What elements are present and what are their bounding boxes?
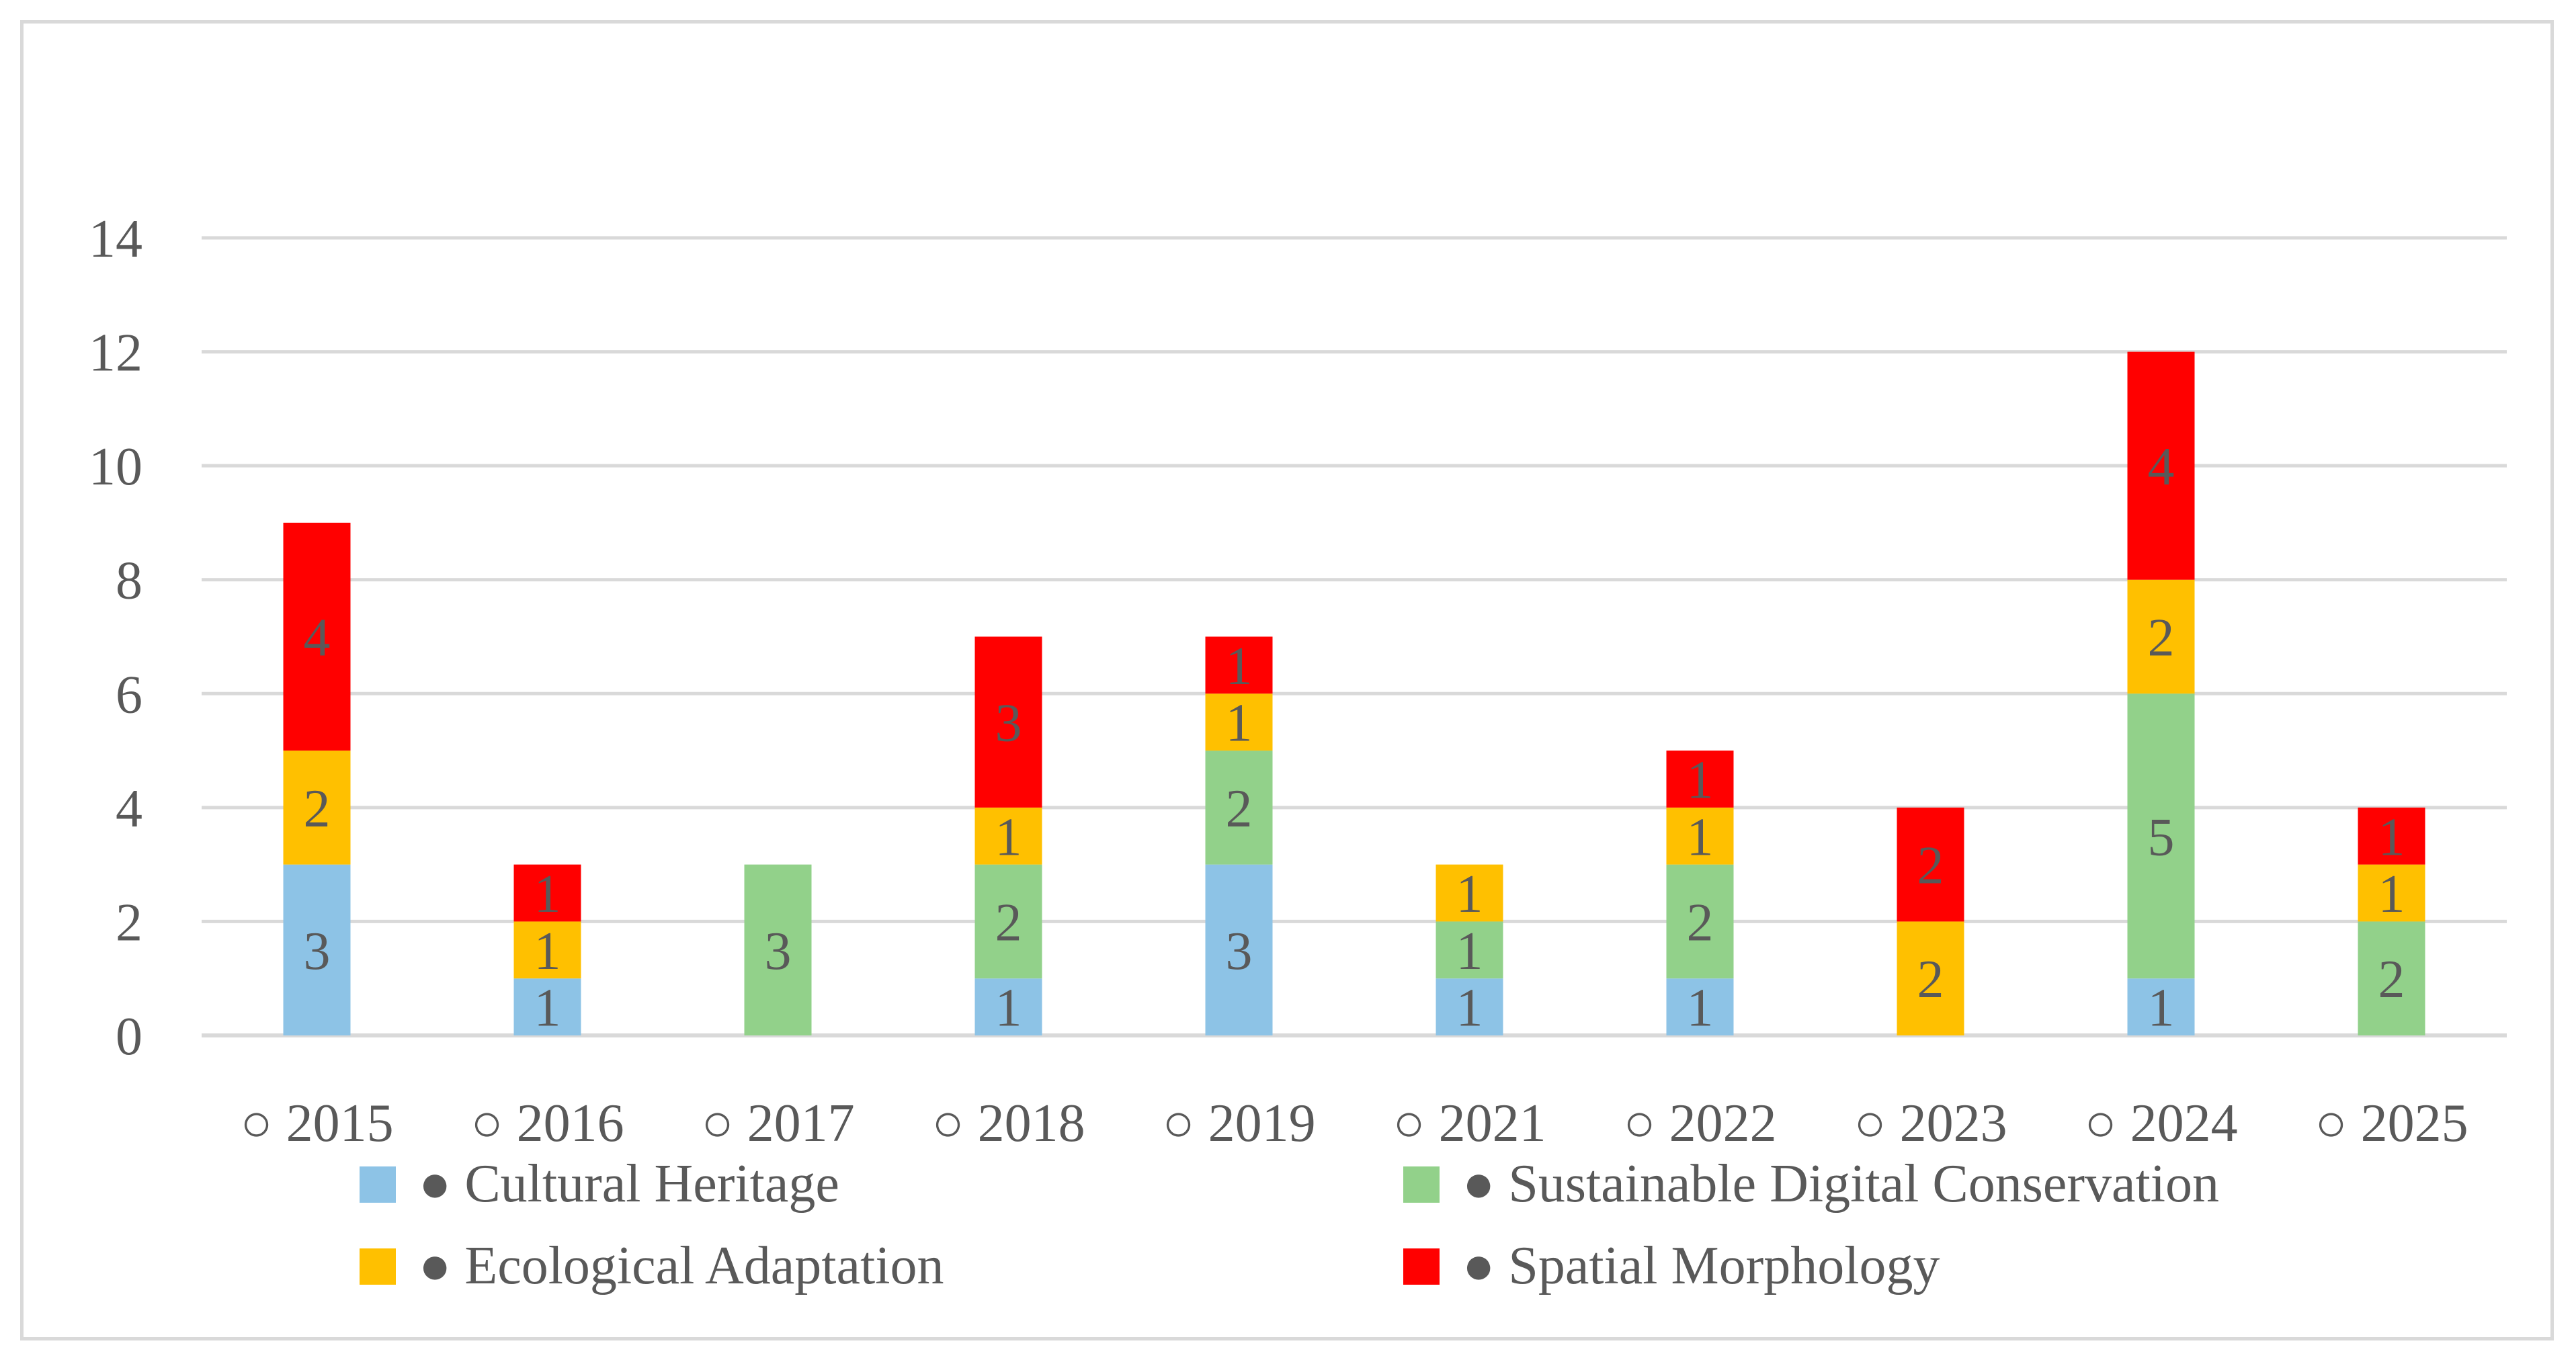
legend-item: ● Spatial Morphology	[1403, 1236, 1940, 1295]
x-tick-label: ○ 2015	[240, 1094, 393, 1153]
bar-segment	[2127, 579, 2195, 694]
data-label: 1	[534, 979, 561, 1038]
data-label: 2	[1917, 837, 1944, 896]
bar-segment	[1897, 807, 1964, 922]
data-label: 2	[1917, 950, 1944, 1009]
bar-segment	[1666, 864, 1734, 979]
data-label: 2	[304, 779, 331, 839]
data-label: 1	[1226, 694, 1253, 753]
x-axis-ticks: ○ 2015 ○ 2016 ○ 2017 ○ 2018 ○ 2019 ○ 2021 ○ 20…	[240, 1094, 2468, 1153]
y-tick-label: 8	[116, 552, 142, 611]
bar-segment	[2127, 693, 2195, 979]
x-tick-label: ○ 2018	[931, 1094, 1085, 1153]
legend-label: ● Cultural Heritage	[419, 1154, 839, 1213]
data-label: 1	[1456, 979, 1483, 1038]
bar-segment	[1436, 864, 1503, 922]
legend-label: ● Sustainable Digital Conservation	[1462, 1154, 2219, 1213]
bar-segment	[283, 751, 351, 865]
data-label: 1	[2148, 979, 2175, 1038]
data-label: 5	[2148, 808, 2175, 867]
data-label: 2	[2148, 609, 2175, 668]
x-tick-label: ○ 2017	[701, 1094, 854, 1153]
data-label: 2	[2378, 950, 2405, 1009]
data-label: 1	[1687, 979, 1714, 1038]
y-tick-label: 10	[89, 437, 142, 497]
legend: ● Cultural Heritage ● Sustainable Digital…	[360, 1154, 2219, 1295]
gridlines	[202, 236, 2507, 1037]
bar-segment	[974, 807, 1042, 865]
legend-label: ● Ecological Adaptation	[419, 1236, 944, 1295]
bar-segment	[283, 864, 351, 1035]
data-label: 1	[1687, 808, 1714, 867]
data-label: 2	[1226, 779, 1253, 839]
bar-segment	[974, 978, 1042, 1035]
bar-segment	[1436, 921, 1503, 979]
y-tick-label: 0	[116, 1007, 142, 1066]
data-label: 1	[1456, 865, 1483, 924]
y-tick-label: 2	[116, 893, 142, 952]
data-label: 3	[1226, 922, 1253, 981]
data-label: 1	[534, 922, 561, 981]
bar-segment	[2358, 807, 2425, 865]
data-label: 4	[2148, 437, 2175, 497]
legend-swatch	[1403, 1248, 1440, 1285]
bar-segment	[2358, 921, 2425, 1035]
y-tick-label: 4	[116, 779, 142, 839]
data-label: 1	[1226, 637, 1253, 696]
legend-swatch	[1403, 1166, 1440, 1203]
data-label: 3	[304, 922, 331, 981]
bar-segment	[1666, 978, 1734, 1035]
legend-swatch	[360, 1248, 396, 1285]
data-label: 1	[534, 865, 561, 924]
bar-segment	[1205, 864, 1273, 1035]
x-tick-label: ○ 2023	[1854, 1094, 2007, 1153]
x-tick-label: ○ 2021	[1393, 1094, 1546, 1153]
x-tick-label: ○ 2025	[2315, 1094, 2468, 1153]
x-tick-label: ○ 2022	[1623, 1094, 1776, 1153]
y-tick-label: 6	[116, 665, 142, 724]
bar-segment	[974, 636, 1042, 808]
x-tick-label: ○ 2024	[2084, 1094, 2237, 1153]
bar-segment	[1666, 751, 1734, 808]
bar-segment	[1205, 636, 1273, 694]
bar-segment	[283, 522, 351, 751]
data-label: 4	[304, 609, 331, 668]
bar-segment	[1436, 978, 1503, 1035]
bar-segment	[1666, 807, 1734, 865]
data-label: 2	[995, 893, 1022, 952]
bars	[283, 351, 2425, 1035]
data-label: 1	[1456, 922, 1483, 981]
x-tick-label: ○ 2016	[470, 1094, 624, 1153]
x-tick-label: ○ 2019	[1162, 1094, 1315, 1153]
y-tick-label: 12	[89, 324, 142, 383]
data-label: 1	[995, 808, 1022, 867]
bar-segment	[2127, 978, 2195, 1035]
bar-segment	[1205, 751, 1273, 865]
bar-segment	[974, 864, 1042, 979]
data-label: 1	[2378, 865, 2405, 924]
bar-segment	[1205, 693, 1273, 751]
bar-segment	[513, 864, 581, 922]
data-label: 1	[1687, 751, 1714, 810]
bar-segment	[744, 864, 812, 1035]
bar-segment	[2127, 351, 2195, 580]
bar-segment	[513, 921, 581, 979]
bar-segment	[1897, 921, 1964, 1035]
bar-segment	[513, 978, 581, 1035]
bar-segment	[2358, 864, 2425, 922]
data-label: 1	[995, 979, 1022, 1038]
legend-item: ● Cultural Heritage	[360, 1154, 839, 1213]
legend-label: ● Spatial Morphology	[1462, 1236, 1940, 1295]
legend-item: ● Sustainable Digital Conservation	[1403, 1154, 2219, 1213]
legend-swatch	[360, 1166, 396, 1203]
data-label: 1	[2378, 808, 2405, 867]
data-label: 3	[765, 922, 792, 981]
y-tick-label: 14	[89, 210, 142, 269]
data-label: 3	[995, 694, 1022, 753]
data-label: 2	[1687, 893, 1714, 952]
legend-item: ● Ecological Adaptation	[360, 1236, 944, 1295]
y-axis-ticks: 0 2 4 6 8 10 12 14	[89, 210, 142, 1066]
